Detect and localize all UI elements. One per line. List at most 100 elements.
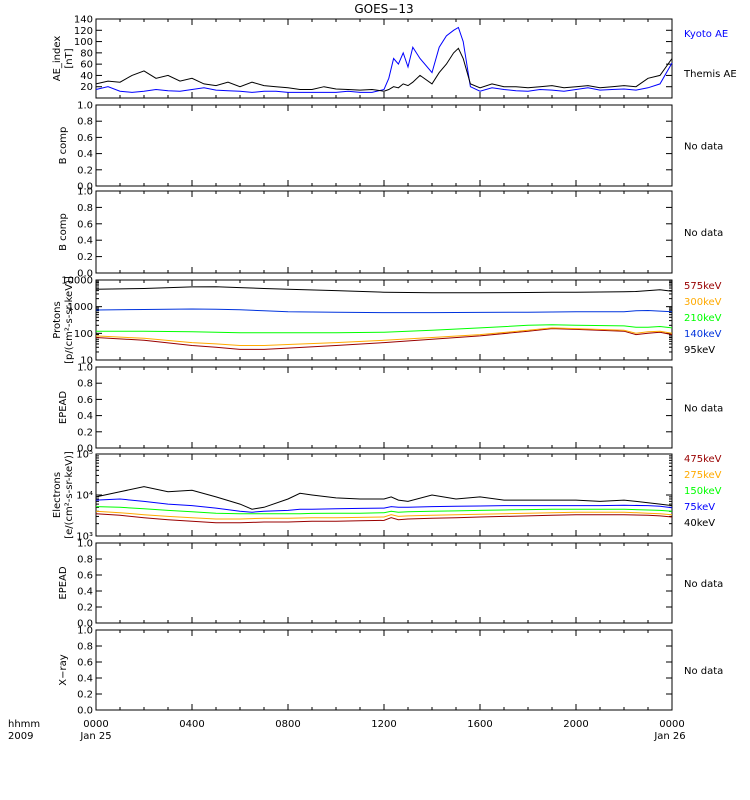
x-tick-label: 0000 [83,719,108,730]
series-line-75keV [95,498,673,513]
panel-2: 0.0 0.2 0.4 0.6 0.8 1.0 B comp No data [58,101,723,193]
y-tick-label: 1.0 [77,101,93,112]
legend-entry: 300keV [684,297,722,308]
series-line-150keV [95,506,673,515]
y-axis-label: AE_index [52,36,63,82]
time-corner-label-year: 2009 [8,731,33,742]
y-tick-label: 0.4 [77,149,93,160]
y-tick-label: 0.6 [77,658,93,669]
panel-7: 0.0 0.2 0.4 0.6 0.8 1.0 EPEAD No data [58,539,723,630]
y-tick-label: 0.0 [77,706,93,717]
series-line-95keV [95,286,673,294]
y-tick-label: 0.2 [77,165,93,176]
time-axis: hhmm 2009 Jan 25 Jan 26 0000 0400 0800 1200… [8,719,686,742]
y-tick-label: 0.8 [77,555,93,566]
y-tick-label: 1.0 [77,626,93,637]
y-tick-label: 0.2 [77,603,93,614]
y-axis-label: [p/(cm²-s-sr-keV)] [64,276,75,364]
series-line-Themis AE [95,47,673,92]
y-tick-label: 0.6 [77,133,93,144]
y-tick-label: 10³ [76,532,93,543]
y-tick-label: 0.2 [77,690,93,701]
y-axis-label: X−ray [58,654,69,685]
y-axis-label: Electrons [52,472,63,518]
y-tick-label: 1.0 [77,187,93,198]
legend-entry: 575keV [684,281,722,292]
no-data-label: No data [684,228,723,239]
y-tick-label: 0.8 [77,117,93,128]
y-axis-label: B comp [58,127,69,165]
series-line-210keV [96,324,673,334]
y-tick-label: 0.0 [77,269,93,280]
y-tick-label: 120 [74,26,93,37]
x-tick-label: 0800 [275,719,300,730]
y-axis-label: Protons [52,301,63,338]
plot-frame [95,542,673,624]
y-axis-label: [nT] [64,48,75,68]
series-line-275keV [95,510,673,520]
y-tick-label: 10000 [61,276,93,287]
date-label-left: Jan 25 [79,731,111,742]
panel-3: 0.0 0.2 0.4 0.6 0.8 1.0 B comp No data [58,187,723,280]
y-tick-label: 140 [74,15,93,26]
time-corner-label-hhmm: hhmm [8,719,40,730]
date-label-right: Jan 26 [653,731,685,742]
y-axis-label: EPEAD [58,566,69,600]
y-tick-label: 40 [80,71,93,82]
panel-5: 0.0 0.2 0.4 0.6 0.8 1.0 EPEAD No data [58,363,723,455]
plot-frame [95,104,673,187]
y-tick-label: 100 [74,329,93,340]
x-tick-label: 1200 [371,719,396,730]
y-tick-label: 0.0 [77,619,93,630]
x-tick-label: 1600 [467,719,492,730]
series-line-Kyoto AE [95,26,673,93]
legend-entry: 150keV [684,486,722,497]
no-data-label: No data [684,579,723,590]
x-tick-label: 2000 [563,719,588,730]
y-tick-label: 0.4 [77,587,93,598]
series-line-475keV [95,513,673,524]
y-tick-label: 0.8 [77,642,93,653]
figure-title: GOES−13 [354,2,413,16]
panel-8: 0.0 0.2 0.4 0.6 0.8 1.0 X−ray No data [58,626,723,717]
y-tick-label: 0.6 [77,571,93,582]
y-axis-label: B comp [58,213,69,251]
y-tick-label: 0.0 [77,444,93,455]
y-tick-label: 10⁵ [76,450,93,461]
y-tick-label: 1.0 [77,539,93,550]
panel-4: 10 100 1000 10000 Protons [p/(cm²-s-sr-keV)] 5… [52,276,722,367]
legend-entry: Themis AE [683,69,737,80]
y-tick-label: 1000 [68,302,93,313]
y-tick-label: 100 [74,37,93,48]
y-tick-label: 0.4 [77,674,93,685]
series-line-575keV [95,328,673,350]
no-data-label: No data [684,666,723,677]
y-tick-label: 10 [80,356,93,367]
y-tick-label: 0.6 [77,219,93,230]
y-axis-label: [e/(cm²-s-sr-keV)] [64,451,75,539]
legend-entry: 210keV [684,313,722,324]
y-tick-label: 0.8 [77,379,93,390]
plot-frame [95,190,673,274]
y-tick-label: 0.2 [77,427,93,438]
y-tick-label: 0.4 [77,236,93,247]
x-tick-label: 0000 [659,719,684,730]
series-line-140keV [95,308,673,314]
panel-6: 10³ 10⁴ 10⁵ Electrons [e/(cm²-s-sr-keV)] 475k… [52,450,722,543]
y-axis-label: EPEAD [58,391,69,425]
legend-entry: Kyoto AE [684,29,728,40]
legend-entry: 75keV [684,502,715,513]
y-tick-label: 80 [80,48,93,59]
no-data-label: No data [684,404,723,415]
plot-frame [95,453,673,537]
y-tick-label: 0.0 [77,182,93,193]
plot-frame [95,366,673,449]
legend-entry: 475keV [684,454,722,465]
y-tick-label: 0.2 [77,252,93,263]
y-tick-label: 1.0 [77,363,93,374]
series-line-40keV [95,486,673,510]
y-tick-label: 20 [80,82,93,93]
